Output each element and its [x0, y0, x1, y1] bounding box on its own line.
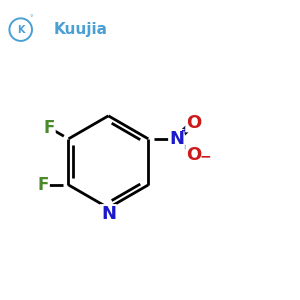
Text: Kuujia: Kuujia	[53, 22, 107, 37]
Text: F: F	[44, 119, 55, 137]
Text: N: N	[169, 130, 184, 148]
Text: N: N	[101, 206, 116, 224]
Text: −: −	[199, 150, 211, 164]
Text: O: O	[186, 113, 201, 131]
Text: °: °	[29, 15, 33, 21]
Text: O: O	[186, 146, 201, 164]
Text: K: K	[17, 25, 25, 34]
Text: +: +	[181, 126, 189, 136]
Text: F: F	[38, 176, 49, 194]
